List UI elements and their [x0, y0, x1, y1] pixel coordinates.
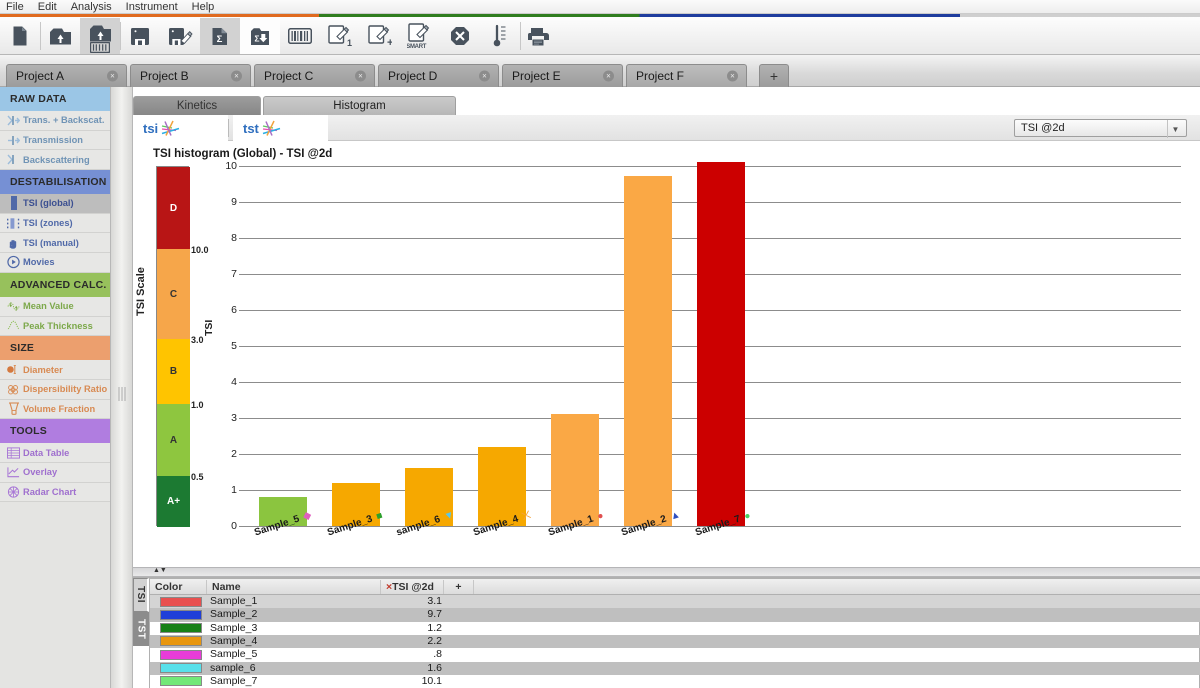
svg-text:1: 1 [347, 38, 352, 47]
svg-text:Σ: Σ [217, 34, 223, 45]
svg-text:SMART: SMART [407, 44, 427, 49]
svg-text:Σ: Σ [255, 33, 260, 43]
svg-text:+: + [387, 37, 392, 47]
